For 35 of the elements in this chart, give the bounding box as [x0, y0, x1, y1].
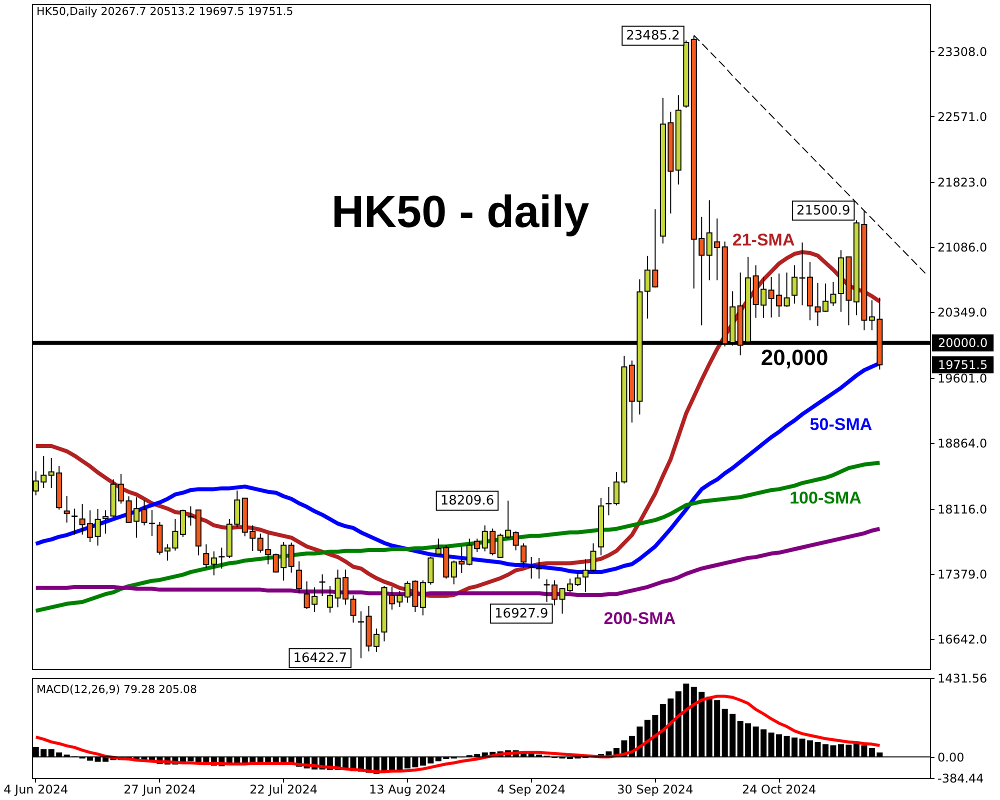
y-tick-label: 0.00: [938, 750, 964, 764]
y-tick-label: 17379.0: [938, 567, 988, 582]
x-tick-label: 27 Jun 2024: [124, 782, 196, 796]
annotation: 18209.6: [440, 494, 494, 509]
series-label: 21-SMA: [732, 230, 795, 250]
y-tick-label: 18116.0: [938, 502, 988, 516]
text: 19751.5: [938, 358, 988, 372]
chart-subtitle: HK50,Daily 20267.7 20513.2 19697.5 19751.5: [36, 5, 294, 18]
series-label: 200-SMA: [604, 608, 676, 628]
annotation: 16927.9: [494, 606, 548, 622]
y-tick-label: 16642.0: [938, 632, 988, 646]
x-tick-label: 22 Jul 2024: [250, 782, 318, 796]
x-tick-label: 24 Oct 2024: [742, 782, 816, 796]
y-tick-label: 20349.0: [938, 306, 988, 320]
y-tick-label: 21823.0: [938, 176, 988, 190]
x-tick-label: 4 Jun 2024: [4, 782, 68, 796]
y-tick-label: 23308.0: [938, 44, 988, 59]
y-tick-label: 18864.0: [938, 436, 988, 451]
y-tick-label: 19601.0: [938, 372, 988, 386]
series-label: 100-SMA: [790, 488, 862, 508]
x-tick-label: 30 Sep 2024: [617, 782, 694, 796]
y-tick-label: -384.44: [938, 772, 984, 786]
series-label: 50-SMA: [810, 414, 872, 434]
text: HK50 - daily: [332, 186, 590, 237]
x-tick-label: 4 Sep 2024: [497, 782, 566, 796]
annotation: 21500.9: [796, 204, 850, 219]
annotation: 16422.7: [293, 651, 348, 666]
annotation: 23485.2: [626, 28, 680, 44]
y-tick-label: 22571.0: [938, 110, 988, 124]
y-tick-label: 1431.56: [938, 672, 988, 686]
ref-line-label: 20,000: [760, 344, 828, 370]
y-tick-label: 21086.0: [938, 240, 988, 255]
x-tick-label: 13 Aug 2024: [369, 782, 446, 796]
chart-title: MACD(12,26,9) 79.28 205.08: [36, 683, 198, 696]
text: 20000.0: [938, 336, 988, 350]
